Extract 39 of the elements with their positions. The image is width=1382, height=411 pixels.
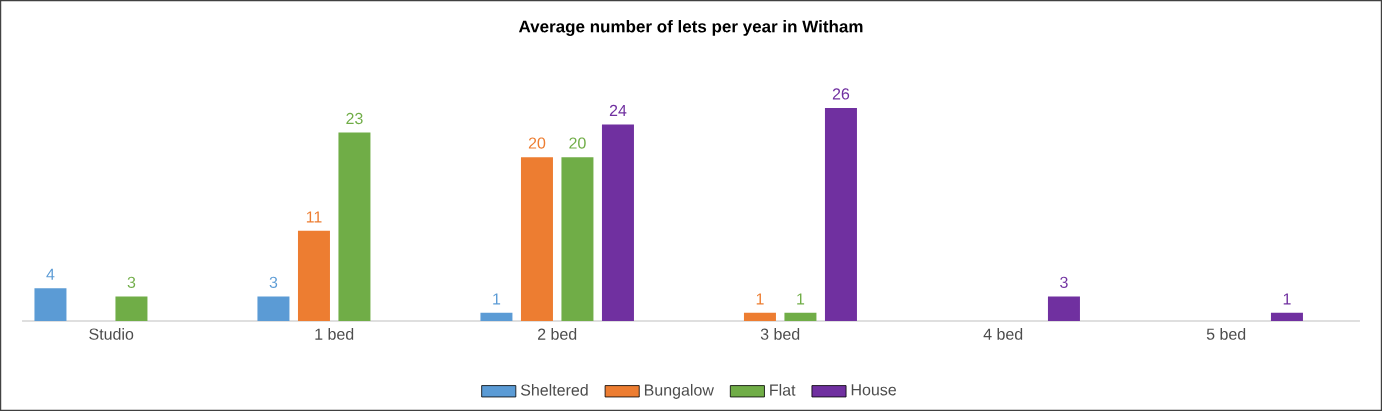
x-tick-label: Studio [89, 328, 134, 340]
data-label: 3 [127, 276, 136, 289]
x-tick-label: 5 bed [1206, 328, 1246, 340]
data-label: 1 [797, 293, 805, 305]
chart-title: Average number of lets per year in Witham [518, 20, 863, 36]
bar [743, 312, 776, 321]
data-label: 20 [569, 137, 586, 149]
bar [784, 312, 817, 321]
legend-label: House [851, 384, 897, 396]
bar [480, 312, 513, 321]
x-tick-label: 1 bed [315, 328, 354, 340]
data-label: 3 [269, 276, 278, 289]
x-tick-label: 2 bed [538, 328, 577, 340]
data-label: 4 [46, 268, 55, 280]
data-label: 20 [528, 137, 546, 149]
x-tick-label: 4 bed [983, 328, 1023, 340]
legend-label: Bungalow [644, 383, 714, 399]
data-label: 24 [609, 104, 627, 116]
data-label: 3 [1060, 276, 1068, 289]
bar [338, 132, 371, 321]
data-label: 11 [306, 211, 322, 223]
bar [1270, 312, 1303, 321]
bar [1047, 296, 1080, 321]
bar [297, 230, 330, 321]
data-label: 1 [493, 293, 501, 305]
legend-label: Flat [770, 383, 796, 396]
bar [34, 288, 67, 321]
legend-label: Sheltered [520, 383, 588, 396]
x-tick-label: 3 bed [760, 328, 800, 340]
bar [601, 124, 634, 321]
data-label: 1 [756, 293, 764, 305]
data-label: 1 [1283, 293, 1291, 305]
data-label: 26 [832, 88, 850, 100]
bar [115, 296, 148, 321]
bar [520, 157, 553, 321]
bar [561, 157, 594, 321]
data-label: 23 [346, 112, 363, 125]
bar [257, 296, 290, 321]
bar [824, 107, 857, 321]
